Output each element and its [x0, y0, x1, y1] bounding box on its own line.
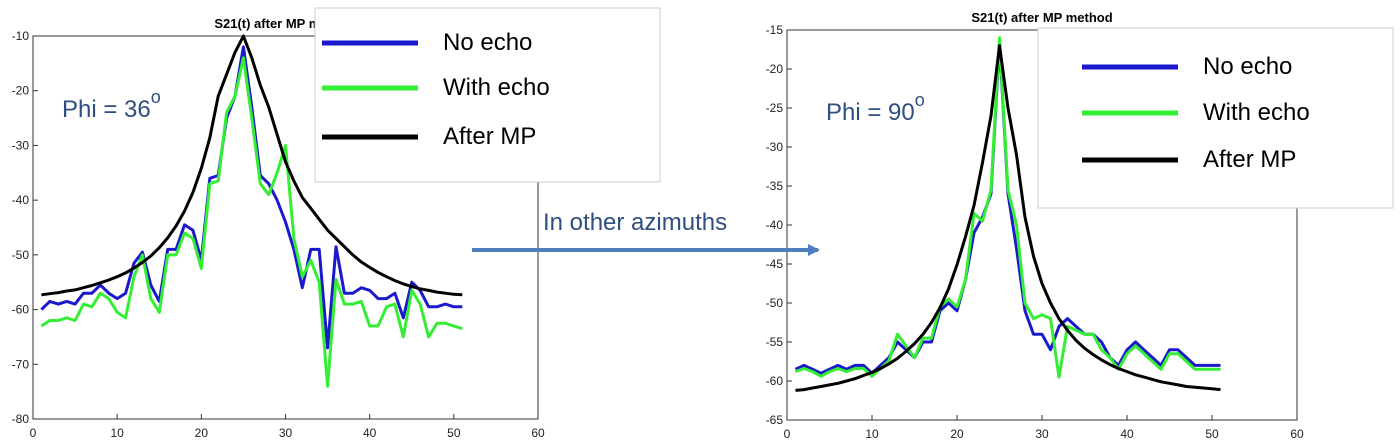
legend-box: [314, 7, 661, 183]
y-tick-label: -60: [12, 303, 30, 317]
x-tick-label: 40: [363, 426, 377, 440]
y-gridlines: [33, 35, 38, 420]
y-tick-labels: -65 -60 -55 -50 -45 -40 -35 -30 -25 -20 -15: [766, 23, 784, 427]
legend-label-no-echo: No echo: [443, 29, 532, 56]
x-tick-labels: 0 10 20 30 40 50 60: [30, 426, 545, 440]
x-tick-label: 60: [531, 426, 545, 440]
x-tick-label: 20: [950, 427, 964, 441]
series-line-with-echo: [40, 56, 463, 388]
series-line-no-echo: [40, 45, 463, 350]
chart-phi-90: 0 10 20 30 40 50 60 -65 -60 -55 -50 -45 -40 -35 -30 -2…: [766, 10, 1394, 441]
arrow-label: In other azimuths: [543, 209, 727, 236]
y-tick-label: -70: [12, 357, 30, 371]
legend-label-with-echo: With echo: [1203, 99, 1310, 126]
series-lines: [794, 36, 1221, 392]
x-tick-label: 0: [30, 426, 37, 440]
x-tick-label: 30: [1035, 427, 1049, 441]
legend-label-no-echo: No echo: [1203, 53, 1292, 80]
series-line-after-mp: [41, 34, 463, 297]
phi-annotation-superscript: o: [151, 87, 161, 107]
y-tick-labels: -80 -70 -60 -50 -40 -30 -20 -10: [12, 29, 30, 426]
legend-label-after-mp: After MP: [443, 123, 536, 150]
x-tick-label: 30: [279, 426, 293, 440]
y-tick-label: -55: [766, 335, 784, 349]
legend-label-after-mp: After MP: [1203, 146, 1296, 173]
x-gridlines: [786, 415, 1298, 420]
chart-title: S21(t) after MP method: [971, 10, 1112, 25]
y-tick-label: -10: [12, 29, 30, 43]
x-tick-label: 0: [784, 427, 791, 441]
series-line-with-echo: [794, 36, 1221, 379]
x-tick-label: 10: [865, 427, 879, 441]
y-tick-label: -50: [12, 248, 30, 262]
phi-annotation-superscript: o: [915, 90, 925, 110]
y-tick-label: -40: [12, 193, 30, 207]
y-tick-label: -80: [12, 412, 30, 426]
y-tick-label: -50: [766, 296, 784, 310]
y-tick-label: -30: [766, 140, 784, 154]
y-tick-label: -20: [766, 62, 784, 76]
x-tick-labels: 0 10 20 30 40 50 60: [784, 427, 1304, 441]
y-tick-label: -20: [12, 84, 30, 98]
legend: No echo With echo After MP: [314, 7, 661, 183]
series-line-after-mp: [795, 44, 1221, 392]
phi-annotation-text: Phi = 90: [826, 99, 915, 126]
phi-annotation: Phi = 36o: [62, 87, 161, 123]
y-tick-label: -60: [766, 374, 784, 388]
y-tick-label: -35: [766, 179, 784, 193]
y-tick-label: -25: [766, 101, 784, 115]
x-gridlines: [32, 414, 539, 419]
y-tick-label: -15: [766, 23, 784, 37]
x-tick-label: 60: [1290, 427, 1304, 441]
x-tick-label: 40: [1120, 427, 1134, 441]
legend-box: [1037, 27, 1394, 209]
y-gridlines: [787, 29, 792, 421]
x-tick-label: 20: [195, 426, 209, 440]
x-tick-label: 50: [1205, 427, 1219, 441]
legend-label-with-echo: With echo: [443, 74, 550, 101]
phi-annotation: Phi = 90o: [826, 90, 925, 126]
azimuth-arrow: In other azimuths: [472, 209, 820, 256]
series-lines: [40, 34, 463, 388]
legend: No echo With echo After MP: [1037, 27, 1394, 209]
chart-phi-36: 0 10 20 30 40 50 60 -80-70-60-50-40-30-20-10 S…: [12, 7, 661, 440]
y-tick-label: -45: [766, 257, 784, 271]
x-tick-label: 50: [447, 426, 461, 440]
x-tick-label: 10: [110, 426, 124, 440]
y-tick-label: -40: [766, 218, 784, 232]
y-tick-label: -65: [766, 413, 784, 427]
phi-annotation-text: Phi = 36: [62, 96, 151, 123]
y-tick-label: -30: [12, 138, 30, 152]
